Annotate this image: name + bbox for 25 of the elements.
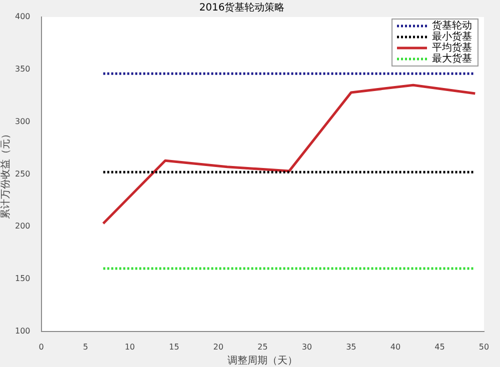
y-tick-label: 100: [14, 326, 30, 336]
x-tick-label: 45: [434, 342, 445, 352]
x-tick-label: 35: [346, 342, 356, 352]
x-tick-label: 10: [124, 342, 135, 352]
legend-label: 平均货基: [432, 42, 472, 54]
x-tick-label: 40: [390, 342, 401, 352]
x-tick-label: 50: [478, 342, 490, 352]
y-tick-label: 250: [14, 169, 30, 178]
x-tick-label: 0: [38, 342, 44, 352]
y-tick-label: 300: [14, 116, 30, 126]
y-tick-label: 350: [14, 64, 30, 74]
y-tick-label: 200: [14, 222, 30, 231]
x-tick-label: 15: [168, 342, 180, 352]
x-tick-label: 5: [82, 342, 88, 352]
y-tick-label: 400: [14, 12, 30, 22]
legend-label: 最大货基: [432, 52, 472, 65]
y-axis-title: 累计万份收益（元）: [0, 129, 12, 220]
legend-label: 货基轮动: [432, 20, 472, 32]
x-tick-label: 20: [213, 342, 224, 352]
y-tick-label: 150: [14, 274, 30, 284]
x-axis-title: 调整周期（天）: [228, 354, 298, 367]
x-tick-label: 25: [258, 342, 268, 352]
x-tick-label: 30: [302, 342, 312, 352]
chart-title: 2016货基轮动策略: [199, 2, 285, 14]
legend-label: 最小货基: [432, 30, 472, 43]
